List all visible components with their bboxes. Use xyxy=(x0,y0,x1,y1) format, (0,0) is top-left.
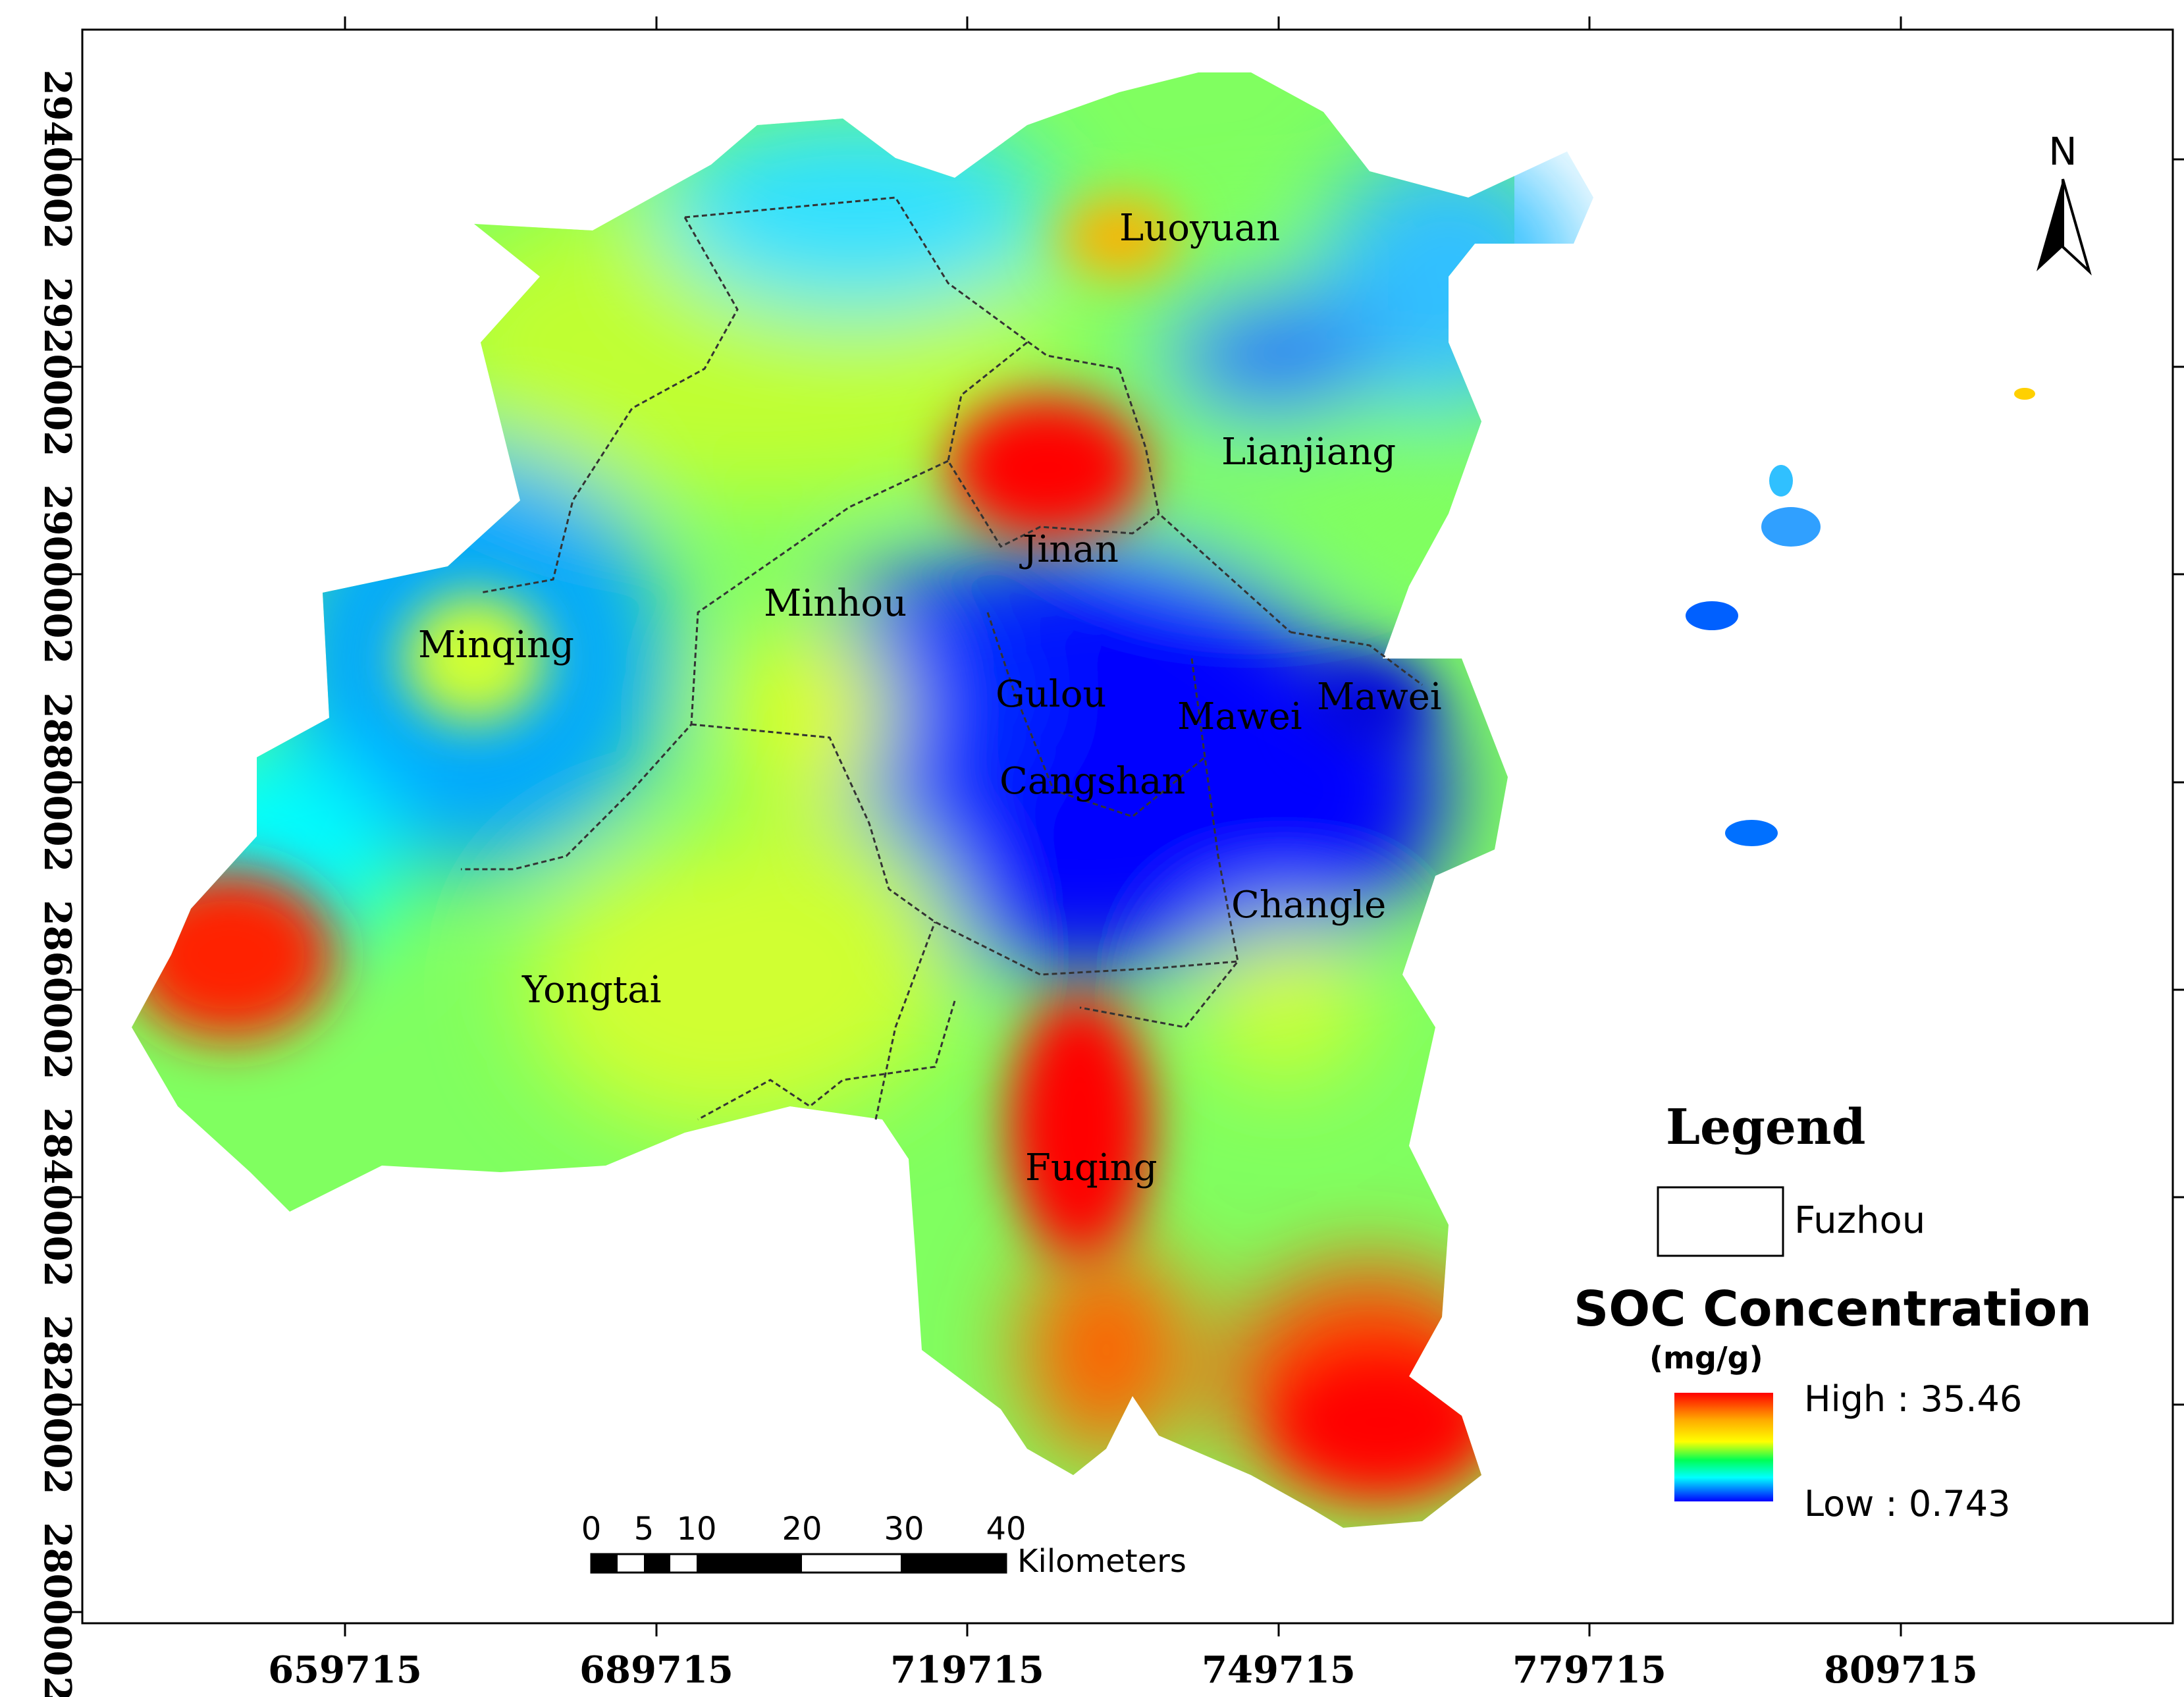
place-label-mawei: Mawei xyxy=(1177,695,1302,738)
place-label-fuqing: Fuqing xyxy=(1025,1146,1158,1189)
y-tick-label: 2940002 xyxy=(36,70,79,250)
y-axis-labels: 2940002 2920002 2900002 2880002 2860002 … xyxy=(36,70,79,1697)
place-label-luoyuan: Luoyuan xyxy=(1119,207,1280,250)
soc-high-label: High : 35.46 xyxy=(1804,1378,2022,1420)
x-tick-label: 719715 xyxy=(890,1648,1044,1692)
scale-tick-label: 30 xyxy=(884,1511,924,1548)
scale-bar: 0 5 10 20 30 40 Kilometers xyxy=(581,1511,1186,1580)
y-tick-label: 2860002 xyxy=(36,900,79,1080)
scale-tick-label: 10 xyxy=(676,1511,716,1548)
soc-color-ramp xyxy=(1674,1393,1773,1501)
y-tick-label: 2840002 xyxy=(36,1108,79,1287)
place-label-lianjiang: Lianjiang xyxy=(1221,431,1396,473)
scale-tick-label: 0 xyxy=(581,1511,602,1548)
scale-unit: Kilometers xyxy=(1017,1543,1186,1580)
place-label-changle: Changle xyxy=(1231,884,1386,927)
x-tick-label: 779715 xyxy=(1512,1648,1666,1692)
place-label-jinan: Jinan xyxy=(1019,528,1119,571)
place-label-gulou: Gulou xyxy=(996,673,1107,716)
district-boundaries xyxy=(461,196,1423,1121)
y-tick-label: 2800002 xyxy=(36,1522,79,1697)
scale-tick-label: 20 xyxy=(782,1511,822,1548)
soc-low-label: Low : 0.743 xyxy=(1804,1483,2010,1524)
y-tick-label: 2880002 xyxy=(36,693,79,873)
place-labels: Luoyuan Lianjiang Jinan Minqing Minhou G… xyxy=(418,207,1442,1189)
x-tick-label: 809715 xyxy=(1824,1648,1978,1692)
legend: Legend Fuzhou SOC Concentration (mg/g) H… xyxy=(1574,1099,2092,1524)
fuzhou-boundary-swatch xyxy=(1657,1186,1784,1257)
y-tick-label: 2820002 xyxy=(36,1315,79,1495)
x-tick-label: 659715 xyxy=(268,1648,422,1692)
offshore-islands xyxy=(1686,388,2035,846)
x-tick-label: 689715 xyxy=(579,1648,733,1692)
legend-title: Legend xyxy=(1666,1099,1865,1156)
north-label: N xyxy=(2048,129,2077,174)
y-tick-label: 2920002 xyxy=(36,277,79,457)
place-label-minqing: Minqing xyxy=(418,624,574,666)
place-label-mawei-east: Mawei xyxy=(1317,676,1442,718)
y-tick-label: 2900002 xyxy=(36,485,79,664)
place-label-cangshan: Cangshan xyxy=(999,760,1185,803)
axis-ticks xyxy=(69,16,2184,1636)
scale-tick-label: 40 xyxy=(986,1511,1026,1548)
place-label-yongtai: Yongtai xyxy=(521,969,662,1011)
soc-title: SOC Concentration xyxy=(1574,1281,2092,1337)
x-tick-label: 749715 xyxy=(1202,1648,1356,1692)
scale-tick-label: 5 xyxy=(634,1511,654,1548)
soc-unit: (mg/g) xyxy=(1649,1340,1763,1376)
place-label-minhou: Minhou xyxy=(764,582,907,625)
fuzhou-boundary-label: Fuzhou xyxy=(1794,1199,1925,1242)
north-arrow-icon: N xyxy=(2037,129,2092,276)
x-axis-labels: 659715 689715 719715 749715 779715 80971… xyxy=(268,1648,1978,1692)
